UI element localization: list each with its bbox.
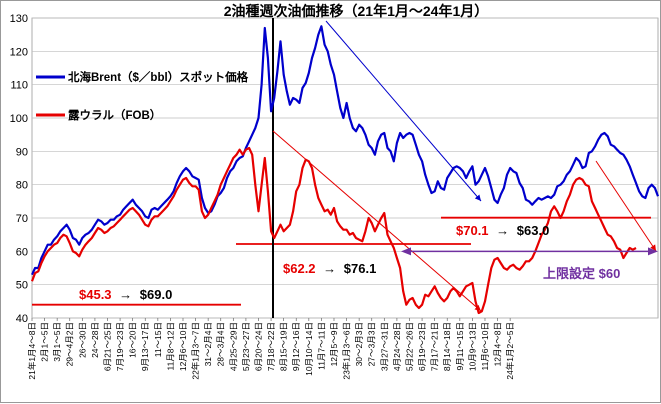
annotation-1-arrow: → (119, 287, 132, 302)
x-tick-label: 28～3月4日 (216, 322, 226, 366)
annotation-3-from: $70.1 (456, 223, 489, 238)
x-tick-label: 7月19～23日 (115, 322, 125, 371)
y-tick-label: 60 (16, 246, 28, 258)
annotation-2-from: $62.2 (283, 261, 316, 276)
legend-label-brent: 北海Brent（$／bbl）スポット価格 (68, 70, 249, 84)
y-tick-label: 70 (16, 213, 28, 225)
x-tick-label: 24～28日 (90, 322, 100, 358)
x-tick-label: 10月10～14日 (304, 322, 314, 376)
x-tick-label: 3月27～31日 (379, 322, 389, 371)
x-tick-label: 4月24～28日 (392, 322, 402, 371)
x-tick-label: 4月25～29日 (228, 322, 238, 371)
x-tick-label: 9月12～16日 (291, 322, 301, 371)
x-axis: 21年1月4～8日 2月1～5日 3月1～5日 29～4月2日 26～30日 24～28日… (27, 318, 515, 380)
x-tick-label: 21年1月4～8日 (27, 322, 37, 380)
y-tick-label: 40 (16, 313, 28, 325)
x-tick-label: 9月13～17日 (140, 322, 150, 371)
x-tick-label: 6月19～23日 (417, 322, 427, 371)
x-tick-label: 11月8～12日 (165, 322, 175, 371)
x-tick-label: 22年1月3～7日 (191, 322, 201, 380)
x-tick-label: 10月9～13日 (467, 322, 477, 371)
x-tick-label: 26～30日 (77, 322, 87, 358)
series-brent (31, 25, 660, 276)
x-tick-label: 6月20～24日 (253, 322, 263, 371)
x-tick-label: 30～2月3日 (354, 322, 364, 366)
y-tick-label: 90 (16, 146, 28, 158)
annotation-2: $62.2 → $76.1 (283, 261, 376, 276)
trend-arrow-urals-2 (595, 160, 657, 252)
price-cap-label: 上限設定 $60 (543, 266, 620, 281)
x-tick-label: 11～15日 (153, 322, 163, 357)
y-tick-label: 80 (16, 180, 28, 192)
x-tick-label: 9月11～15日 (455, 322, 465, 371)
price-cap-arrow-left (401, 247, 411, 256)
annotation-1-from: $45.3 (79, 287, 112, 302)
chart-title: 2油種週次油価推移（21年1月～24年1月） (224, 3, 489, 19)
x-tick-label: 8月15～19日 (279, 322, 289, 371)
x-tick-label: 6月21～25日 (102, 322, 112, 371)
x-tick-label: 16～20日 (128, 322, 138, 358)
x-tick-label: 8月14～18日 (442, 322, 452, 371)
y-tick-label: 100 (10, 113, 28, 125)
trend-arrow-brent (325, 20, 482, 202)
x-tick-label: 27～3月3日 (367, 322, 377, 366)
annotation-1-to: $69.0 (140, 287, 173, 302)
x-tick-label: 31～2月4日 (203, 322, 213, 366)
x-tick-label: 5月22～26日 (404, 322, 414, 371)
x-tick-label: 2月1～5日 (40, 322, 50, 362)
x-tick-label: 23年1月3～6日 (342, 322, 352, 380)
x-tick-label: 11月7～11日 (316, 322, 326, 370)
annotation-2-arrow: → (323, 261, 336, 276)
annotation-2-to: $76.1 (344, 261, 377, 276)
reference-lines (32, 18, 651, 318)
annotation-1: $45.3 → $69.0 (79, 287, 172, 302)
legend-label-urals: 露ウラル（FOB） (68, 108, 161, 122)
x-tick-label: 29～4月2日 (65, 322, 75, 366)
annotation-3-arrow: → (496, 223, 509, 238)
x-tick-label: 7月17～21日 (430, 322, 440, 371)
x-tick-label: 12月5～9日 (329, 322, 339, 366)
y-axis: 40 50 60 70 80 90 100 110 120 130 (10, 13, 28, 325)
x-tick-label: 5月23～27日 (241, 322, 251, 371)
legend: 北海Brent（$／bbl）スポット価格 露ウラル（FOB） (36, 70, 249, 122)
trend-arrow-urals-1 (272, 130, 482, 312)
annotation-3-to: $63.0 (517, 223, 550, 238)
x-tick-label: 11月6～10日 (480, 322, 490, 371)
y-tick-label: 130 (10, 13, 28, 25)
price-cap-marker: 上限設定 $60 (401, 247, 658, 281)
y-tick-label: 110 (10, 80, 28, 92)
x-tick-label: 12月4～8日 (493, 322, 503, 366)
price-cap-arrow-right (648, 247, 658, 256)
x-tick-label: 7月18～22日 (266, 322, 276, 371)
annotation-3: $70.1 → $63.0 (456, 223, 549, 238)
y-tick-label: 50 (16, 280, 28, 292)
y-tick-label: 120 (10, 46, 28, 58)
x-tick-label: 24年1月2～5日 (505, 322, 515, 380)
x-tick-label: 3月1～5日 (52, 322, 62, 362)
x-tick-label: 12月6～10日 (178, 322, 188, 371)
